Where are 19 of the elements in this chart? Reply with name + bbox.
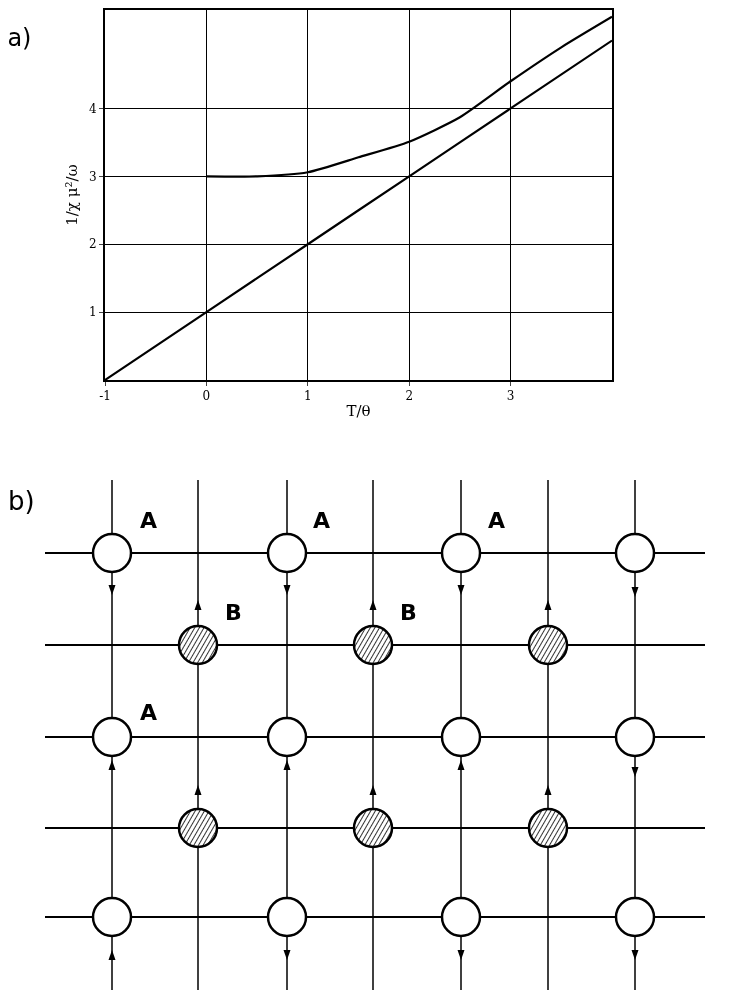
text: B bbox=[400, 600, 417, 625]
x-tick-label: -1 bbox=[99, 389, 111, 404]
text: A bbox=[140, 508, 158, 533]
text: A bbox=[488, 508, 506, 533]
y-tick-label: 1 bbox=[88, 305, 97, 320]
text: a) bbox=[7, 24, 32, 53]
y-tick-label: 4 bbox=[88, 101, 97, 116]
y-tick-label: 3 bbox=[88, 169, 97, 184]
x-tick-label: 0 bbox=[202, 389, 211, 404]
y-tick-label: 2 bbox=[88, 237, 97, 252]
text: A bbox=[313, 508, 331, 533]
text: A bbox=[140, 700, 158, 725]
text: B bbox=[225, 600, 242, 625]
y-axis-title: 1/χ μ²/ω bbox=[62, 164, 81, 226]
x-tick-label: 2 bbox=[405, 389, 414, 404]
x-axis-title: T/θ bbox=[346, 402, 371, 420]
x-tick-label: 1 bbox=[303, 389, 312, 404]
x-tick-label: 3 bbox=[506, 389, 515, 404]
text: b) bbox=[8, 486, 35, 516]
